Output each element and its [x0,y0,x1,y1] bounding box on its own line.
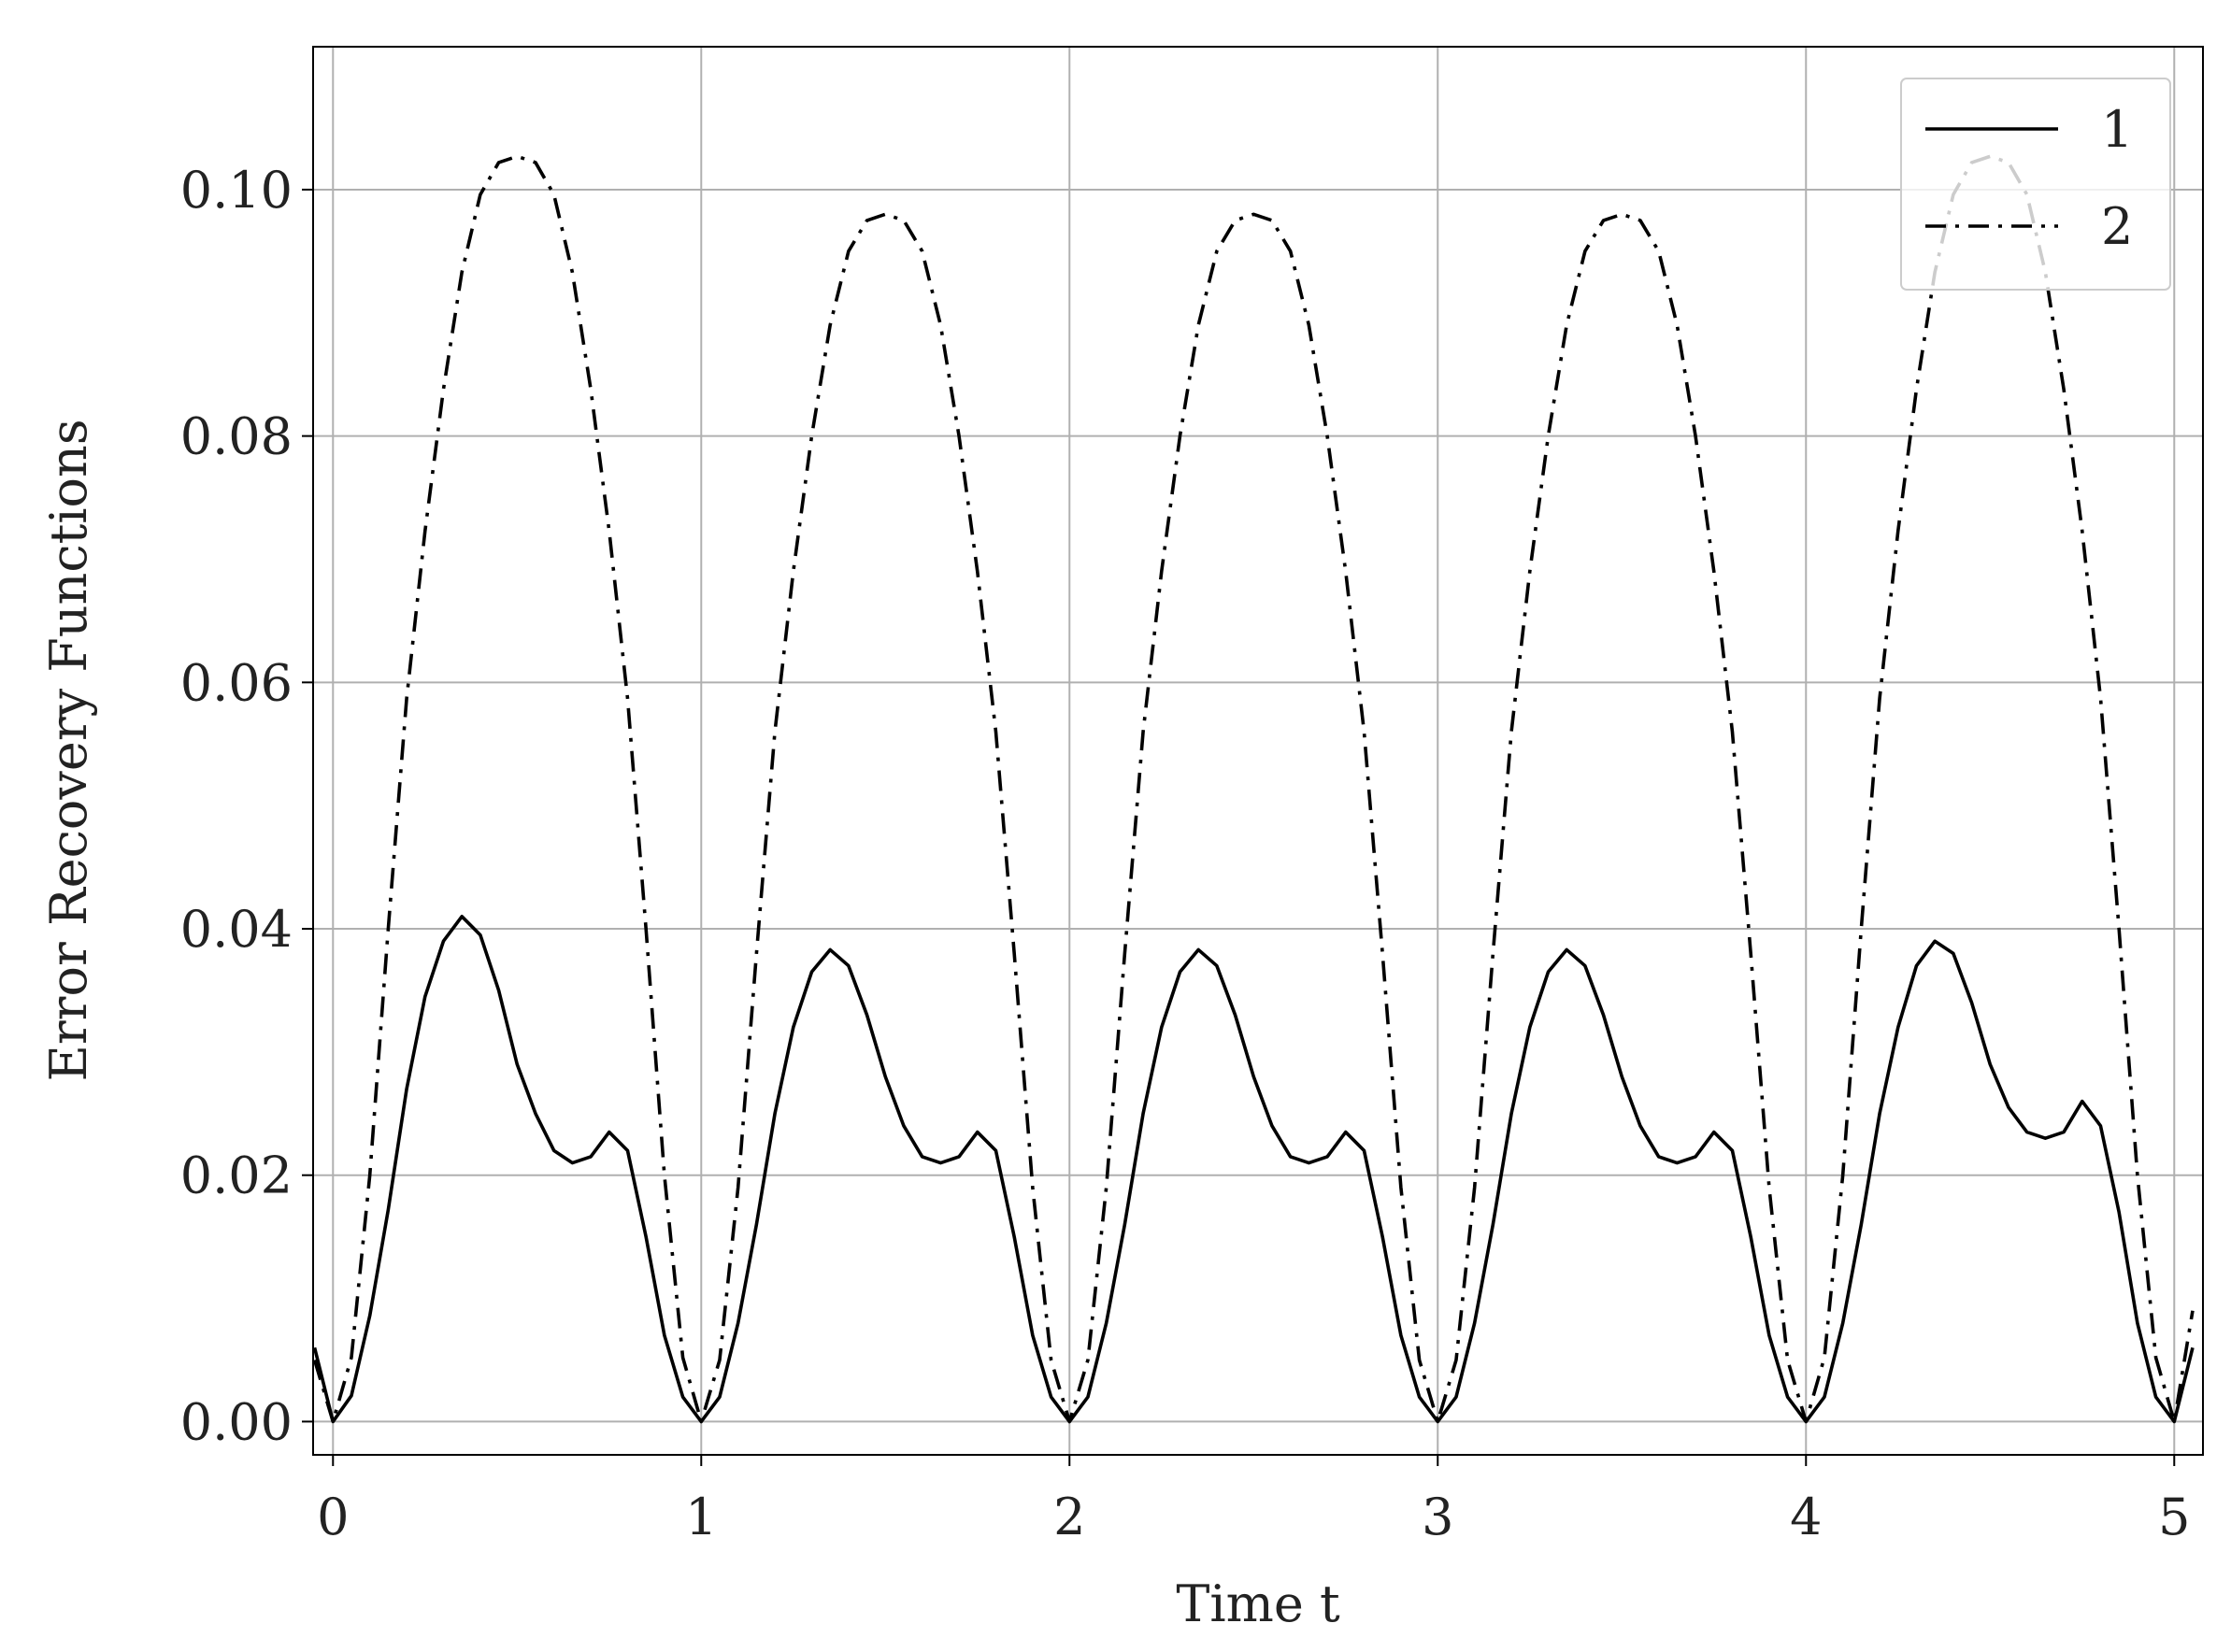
y-tick-label: 0.06 [180,653,293,712]
x-tick-label: 3 [1422,1488,1453,1546]
axes: 0 1 2 3 4 5 0.00 0.02 0.04 0.06 0.08 0.10 [180,161,2191,1546]
y-tick-label: 0.08 [180,407,293,466]
legend-label: 2 [2101,197,2133,256]
y-tick-label: 0.00 [180,1392,293,1451]
plot-frame [312,46,2204,1456]
y-tick-label: 0.04 [180,900,293,959]
grid [313,47,2203,1455]
series-line [313,915,2195,1424]
x-axis-label: Time t [1176,1574,1340,1633]
legend-box [1900,78,2171,291]
legend: 12 [1900,78,2171,291]
series-line [313,154,2195,1424]
x-tick-label: 4 [1790,1488,1822,1546]
y-tick-label: 0.10 [180,161,293,220]
legend-label: 1 [2101,100,2133,159]
x-tick-label: 2 [1053,1488,1085,1546]
y-tick-label: 0.02 [180,1146,293,1205]
x-tick-label: 1 [685,1488,717,1546]
y-axis-label: Error Recovery Functions [39,419,98,1081]
x-tick-label: 0 [317,1488,349,1546]
plot-lines [313,154,2195,1424]
x-tick-label: 5 [2158,1488,2190,1546]
